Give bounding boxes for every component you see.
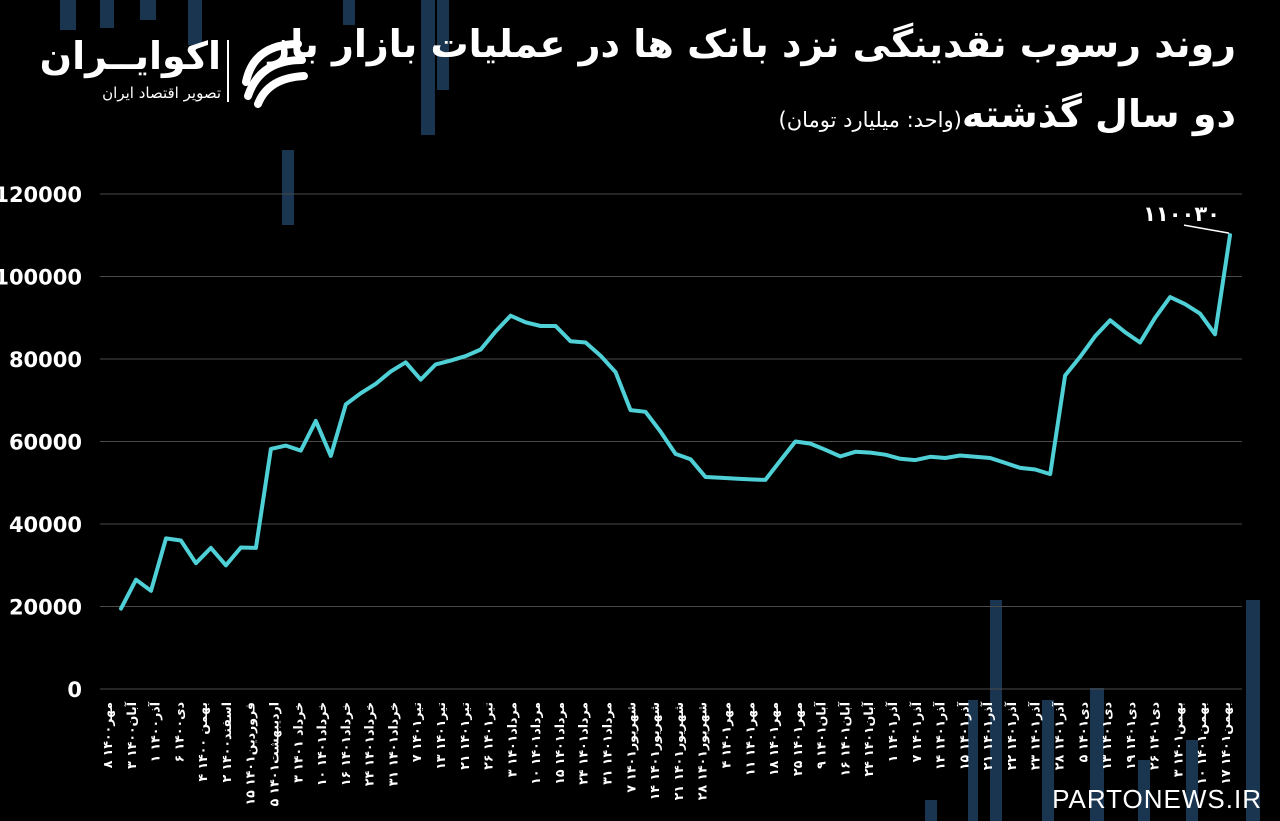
y-tick-label: 40000 <box>9 513 82 537</box>
y-tick-label: 100000 <box>0 266 82 290</box>
x-tick-label: ۱۵ آذر۱۴۰۱ <box>956 701 971 770</box>
x-tick-label: ۱۵ فروردین۱۴۰۱ <box>243 702 258 805</box>
chart-unit-label: (واحد: میلیارد تومان) <box>778 108 962 132</box>
logo-name: اکوایــران <box>39 34 221 78</box>
x-tick-label: ۱۰ بهمن۱۴۰۱ <box>1194 702 1209 785</box>
x-tick-label: ۸ مهر۱۴۰۰ <box>100 702 115 768</box>
x-tick-label: ۶ دی۱۴۰۰ <box>171 702 186 762</box>
x-tick-label: ۲۲ آذر۱۴۰۱ <box>1004 701 1019 770</box>
x-tick-label: ۱۶ آبان۱۴۰۱ <box>837 701 852 776</box>
y-tick-label: 120000 <box>0 183 82 207</box>
x-tick-label: ۲۴ مرداد۱۴۰۱ <box>576 702 591 785</box>
y-tick-label: 80000 <box>9 348 82 372</box>
decor-bar <box>1090 688 1104 821</box>
watermark: PARTONEWS.IR <box>1052 784 1262 814</box>
x-tick-label: ۱۰ خرداد۱۴۰۱ <box>314 702 329 786</box>
y-tick-label: 20000 <box>9 596 82 620</box>
decor-bar <box>1138 760 1150 821</box>
ecoiran-logo: اکوایــران تصویر اقتصاد ایران <box>39 30 316 110</box>
x-tick-label: ۳ مرداد۱۴۰۱ <box>504 702 519 777</box>
decor-bar <box>968 700 978 821</box>
annotation-leader-line <box>1183 224 1230 234</box>
x-tick-label: ۵ اردیبهشت۱۴۰۱ <box>267 702 282 806</box>
decor-bar <box>1186 740 1198 821</box>
decor-bar <box>1042 700 1054 821</box>
x-tick-label: ۴ مهر۱۴۰۱ <box>718 702 733 768</box>
logo-divider <box>227 40 229 102</box>
x-tick-label: ۲۸ شهریور۱۴۰۱ <box>695 702 710 800</box>
decor-bar <box>437 0 449 90</box>
x-tick-label: ۳ بهمن۱۴۰۱ <box>1170 702 1185 777</box>
chart-title-line1: روند رسوب نقدینگی نزد بانک ها در عملیات … <box>268 22 1236 66</box>
x-tick-label: ۱۸ مهر۱۴۰۱ <box>766 702 781 776</box>
x-tick-label: ۳۱ مرداد۱۴۰۱ <box>600 702 615 785</box>
x-tick-label: ۱۰ مرداد۱۴۰۱ <box>528 702 543 785</box>
x-tick-label: ۱۵ مرداد۱۴۰۱ <box>552 702 567 785</box>
x-tick-label: ۷ تیر۱۴۰۱ <box>409 702 424 762</box>
x-tick-label: ۲۴ آبان۱۴۰۱ <box>861 701 876 776</box>
x-tick-label: ۲۶ دی۱۴۰۱ <box>1147 702 1162 770</box>
x-tick-label: ۱۷ بهمن۱۴۰۱ <box>1218 702 1233 785</box>
x-tick-label: ۷ آذر۱۴۰۱ <box>909 701 924 762</box>
decor-bar <box>188 0 202 45</box>
x-tick-label: ۱ آذر۱۴۰۰ <box>148 701 163 762</box>
x-tick-label: ۲۴ خرداد۱۴۰۱ <box>362 702 377 786</box>
decor-bar <box>925 800 937 821</box>
decor-bar <box>990 600 1002 821</box>
x-tick-label: ۱۴ آذر۱۴۰۱ <box>933 701 948 770</box>
x-tick-label: ۷ شهریور۱۴۰۱ <box>623 702 638 793</box>
x-tick-label: ۱۳ تیر۱۴۰۱ <box>433 702 448 770</box>
data-label-last: ۱۱۰۰۳۰ <box>1143 202 1220 226</box>
decor-bar <box>140 0 156 20</box>
x-tick-label: ۲۶ تیر۱۴۰۱ <box>481 702 496 770</box>
x-tick-label: ۲۱ تیر۱۴۰۱ <box>457 702 472 770</box>
chart-title-period: دو سال گذشته <box>961 92 1236 136</box>
logo-subtitle: تصویر اقتصاد ایران <box>102 84 221 102</box>
x-tick-label: ۲۳ آذر۱۴۰۱ <box>1028 701 1043 770</box>
x-tick-label: ۱۱ مهر۱۴۰۱ <box>742 702 757 776</box>
y-tick-label: 0 <box>67 678 82 702</box>
decor-bar <box>1246 600 1260 821</box>
x-tick-label: ۳ آبان۱۴۰۰ <box>124 701 139 769</box>
decor-bar <box>421 0 435 135</box>
decor-bar <box>343 0 355 25</box>
x-tick-label: ۱ آذر۱۴۰۱ <box>885 701 900 762</box>
decor-bar <box>282 150 294 225</box>
y-tick-label: 60000 <box>9 431 82 455</box>
x-tick-label: ۲۱ آذر۱۴۰۱ <box>980 701 995 770</box>
x-tick-label: ۲۱ شهریور۱۴۰۱ <box>671 702 686 800</box>
x-tick-label: ۲۵ مهر۱۴۰۱ <box>790 702 805 776</box>
x-tick-label: ۱۳ دی۱۴۰۱ <box>1099 702 1114 770</box>
x-tick-label: ۲ اسفند۱۴۰۰ <box>219 702 234 782</box>
x-tick-label: ۵ دی۱۴۰۱ <box>1075 702 1090 762</box>
x-tick-label: ۹ آبان۱۴۰۱ <box>814 701 829 769</box>
x-tick-label: ۱۶ خرداد۱۴۰۱ <box>338 702 353 786</box>
x-tick-label: ۱۴ شهریور۱۴۰۱ <box>647 702 662 800</box>
decor-bar <box>60 0 76 30</box>
x-tick-label: ۱۹ دی۱۴۰۱ <box>1123 702 1138 770</box>
chart-title-line2: دو سال گذشته(واحد: میلیارد تومان) <box>779 92 1237 136</box>
series-line <box>119 233 1232 611</box>
x-tick-label: ۳۱ خرداد۱۴۰۱ <box>385 702 400 786</box>
x-tick-label: ۳ خرداد ۱۴۰۱ <box>290 702 305 783</box>
ecoiran-swirl-logo-icon <box>242 40 308 108</box>
decor-bar <box>100 0 114 28</box>
x-tick-label: ۴ بهمن ۱۴۰۰ <box>195 702 210 781</box>
x-tick-label: ۲۸ آذر۱۴۰۱ <box>1051 701 1066 770</box>
